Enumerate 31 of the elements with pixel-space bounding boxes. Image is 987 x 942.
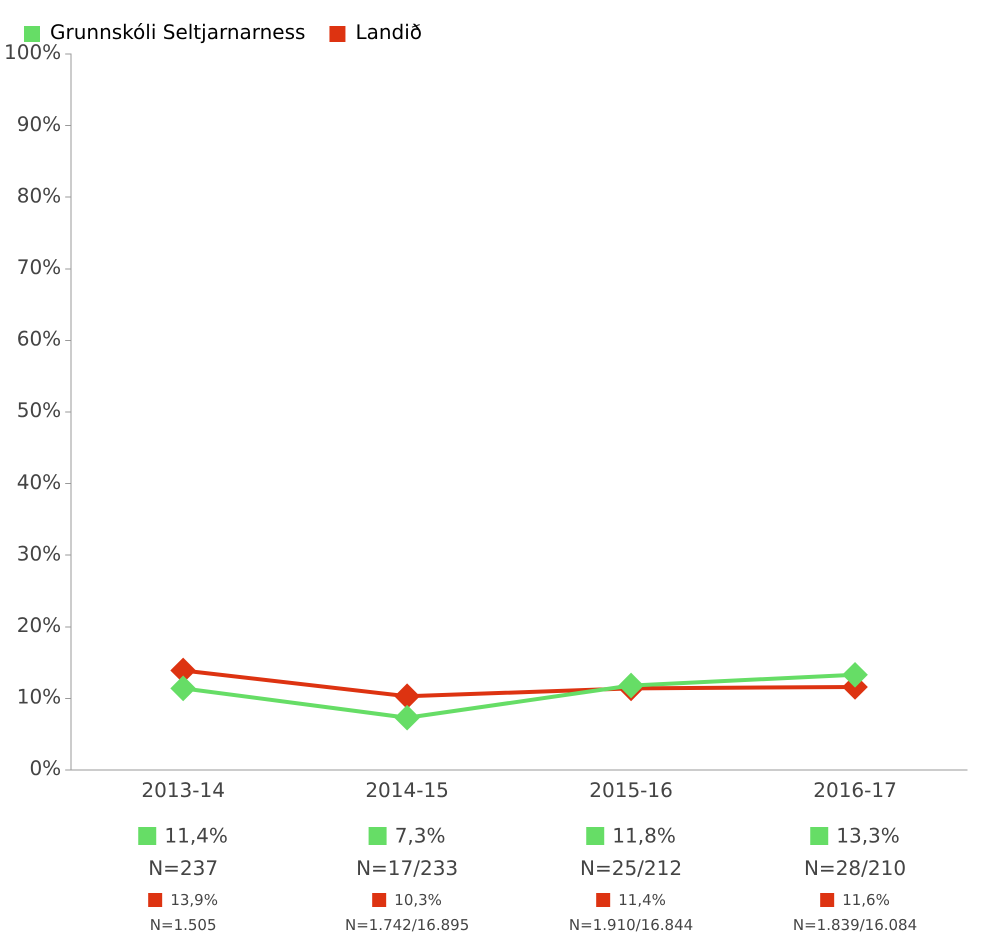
data-label: 13,9% bbox=[170, 890, 218, 909]
data-label: 7,3% bbox=[394, 824, 446, 848]
y-tick-label: 30% bbox=[16, 541, 62, 566]
legend-label: Landið bbox=[355, 20, 422, 44]
x-tick-label: 2015-16 bbox=[589, 778, 673, 802]
text: N=1.742/16.895 bbox=[344, 916, 470, 934]
data-label: 11,6% bbox=[842, 890, 890, 909]
y-tick-label: 10% bbox=[16, 684, 62, 709]
y-tick-label: 0% bbox=[29, 756, 62, 780]
text: N=1.910/16.844 bbox=[568, 916, 694, 934]
text: N=17/233 bbox=[356, 856, 458, 880]
text: N=1.505 bbox=[150, 916, 217, 934]
y-tick-label: 60% bbox=[16, 326, 62, 351]
y-tick-label: 50% bbox=[16, 398, 62, 422]
y-tick-label: 70% bbox=[16, 255, 62, 280]
text: N=25/212 bbox=[580, 856, 682, 880]
y-tick-label: 80% bbox=[16, 183, 62, 208]
data-label: 10,3% bbox=[394, 890, 442, 909]
x-tick-label: 2016-17 bbox=[813, 778, 897, 802]
text: N=28/210 bbox=[804, 856, 906, 880]
text: N=1.839/16.084 bbox=[792, 916, 918, 934]
data-label: 11,4% bbox=[618, 890, 666, 909]
x-tick-label: 2013-14 bbox=[141, 778, 225, 802]
data-label: 11,8% bbox=[612, 824, 676, 848]
text: N=237 bbox=[148, 856, 218, 880]
y-tick-label: 40% bbox=[16, 470, 62, 494]
data-label: 11,4% bbox=[164, 824, 228, 848]
data-label: 13,3% bbox=[836, 824, 900, 848]
y-tick-label: 90% bbox=[16, 112, 62, 136]
x-tick-label: 2014-15 bbox=[365, 778, 449, 802]
y-tick-label: 20% bbox=[16, 613, 62, 638]
